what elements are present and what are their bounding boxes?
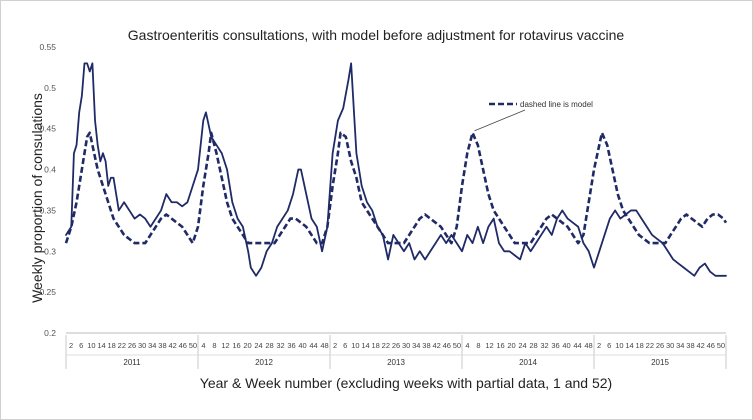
x-week-label: 38 <box>686 341 694 350</box>
x-week-label: 10 <box>87 341 95 350</box>
x-week-label: 18 <box>372 341 380 350</box>
x-week-label: 26 <box>392 341 400 350</box>
x-year-label: 2014 <box>519 358 537 367</box>
x-week-label: 10 <box>615 341 623 350</box>
x-week-label: 2 <box>333 341 337 350</box>
observed-series-line <box>65 62 727 277</box>
x-week-label: 38 <box>422 341 430 350</box>
x-week-label: 40 <box>562 341 570 350</box>
x-week-label: 28 <box>529 341 537 350</box>
x-week-label: 42 <box>432 341 440 350</box>
x-week-label: 22 <box>382 341 390 350</box>
x-week-label: 6 <box>343 341 347 350</box>
x-week-label: 42 <box>168 341 176 350</box>
y-axis-title: Weekly proportion of consulations <box>29 93 45 303</box>
x-week-label: 26 <box>656 341 664 350</box>
x-week-label: 24 <box>518 341 526 350</box>
x-week-label: 8 <box>212 341 216 350</box>
x-week-label: 4 <box>465 341 469 350</box>
x-week-label: 26 <box>128 341 136 350</box>
x-week-label: 12 <box>221 341 229 350</box>
x-week-label: 44 <box>573 341 581 350</box>
x-week-label: 24 <box>254 341 262 350</box>
x-week-label: 6 <box>79 341 83 350</box>
x-week-label: 30 <box>666 341 674 350</box>
x-week-label: 14 <box>625 341 633 350</box>
x-week-label: 48 <box>584 341 592 350</box>
x-week-label: 22 <box>118 341 126 350</box>
x-week-label: 46 <box>443 341 451 350</box>
annotation-text: dashed line is model <box>520 100 593 109</box>
x-week-label: 30 <box>138 341 146 350</box>
x-year-label: 2015 <box>651 358 669 367</box>
y-tick-label: 0.3 <box>44 246 56 256</box>
x-week-label: 46 <box>179 341 187 350</box>
x-week-label: 50 <box>189 341 197 350</box>
x-week-label: 4 <box>201 341 205 350</box>
x-year-label: 2011 <box>123 358 141 367</box>
x-week-label: 14 <box>361 341 369 350</box>
x-week-label: 2 <box>69 341 73 350</box>
x-week-label: 2 <box>597 341 601 350</box>
x-week-label: 30 <box>402 341 410 350</box>
y-tick-label: 0.2 <box>44 328 56 338</box>
x-week-label: 50 <box>453 341 461 350</box>
x-year-label: 2013 <box>387 358 405 367</box>
y-tick-label: 0.5 <box>44 83 56 93</box>
x-week-label: 46 <box>707 341 715 350</box>
x-week-label: 32 <box>276 341 284 350</box>
x-week-label: 50 <box>717 341 725 350</box>
y-tick-label: 0.55 <box>39 42 56 52</box>
y-tick-label: 0.35 <box>39 205 56 215</box>
x-week-label: 10 <box>351 341 359 350</box>
x-week-label: 20 <box>507 341 515 350</box>
x-week-label: 34 <box>676 341 684 350</box>
annotation-pointer <box>474 109 526 132</box>
x-week-label: 42 <box>696 341 704 350</box>
model-annotation: dashed line is model <box>474 100 593 132</box>
series-layer <box>64 62 728 277</box>
x-week-label: 20 <box>243 341 251 350</box>
x-week-label: 8 <box>476 341 480 350</box>
x-week-label: 44 <box>309 341 317 350</box>
model-series-line <box>64 131 728 245</box>
y-tick-label: 0.4 <box>44 165 56 175</box>
x-axis-title: Year & Week number (excluding weeks with… <box>200 375 612 391</box>
x-week-label: 12 <box>485 341 493 350</box>
x-year-label: 2012 <box>255 358 273 367</box>
x-week-label: 36 <box>551 341 559 350</box>
x-week-label: 18 <box>108 341 116 350</box>
x-week-label: 34 <box>148 341 156 350</box>
x-week-label: 48 <box>320 341 328 350</box>
x-week-label: 6 <box>607 341 611 350</box>
x-week-label: 32 <box>540 341 548 350</box>
x-week-label: 18 <box>636 341 644 350</box>
x-week-label: 38 <box>158 341 166 350</box>
x-week-label: 34 <box>412 341 420 350</box>
chart-title: Gastroenteritis consultations, with mode… <box>128 27 625 43</box>
x-week-label: 14 <box>97 341 105 350</box>
y-axis: 0.2 0.25 0.3 0.35 0.4 0.45 0.5 0.55 <box>39 42 56 338</box>
x-week-label: 22 <box>646 341 654 350</box>
x-week-label: 16 <box>496 341 504 350</box>
x-week-label: 16 <box>232 341 240 350</box>
x-week-label: 36 <box>287 341 295 350</box>
x-week-label: 28 <box>265 341 273 350</box>
y-tick-label: 0.25 <box>39 287 56 297</box>
y-tick-label: 0.45 <box>39 124 56 134</box>
x-week-label: 40 <box>298 341 306 350</box>
